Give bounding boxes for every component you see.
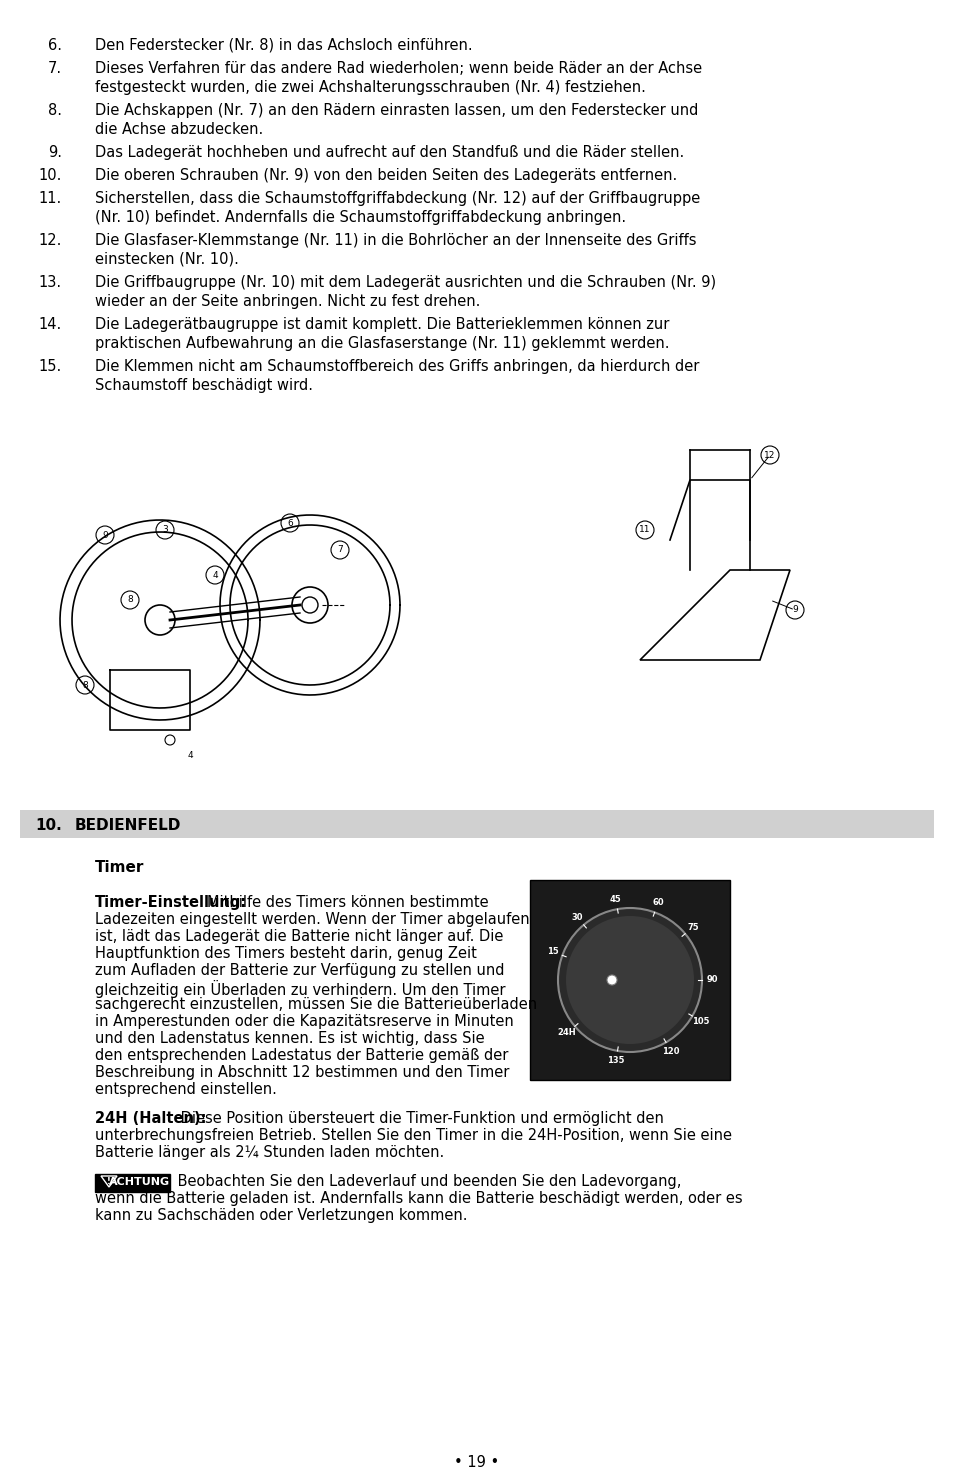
Text: Die Ladegerätbaugruppe ist damit komplett. Die Batterieklemmen können zur: Die Ladegerätbaugruppe ist damit komplet… bbox=[95, 317, 669, 332]
Text: 120: 120 bbox=[661, 1047, 679, 1056]
Circle shape bbox=[156, 521, 173, 538]
Text: 9.: 9. bbox=[48, 145, 62, 159]
Text: unterbrechungsfreien Betrieb. Stellen Sie den Timer in die 24H-Position, wenn Si: unterbrechungsfreien Betrieb. Stellen Si… bbox=[95, 1128, 731, 1143]
Text: und den Ladenstatus kennen. Es ist wichtig, dass Sie: und den Ladenstatus kennen. Es ist wicht… bbox=[95, 1031, 484, 1046]
Text: 9: 9 bbox=[791, 606, 797, 615]
Text: ACHTUNG: ACHTUNG bbox=[110, 1177, 171, 1187]
Circle shape bbox=[565, 916, 693, 1044]
Text: Die oberen Schrauben (Nr. 9) von den beiden Seiten des Ladegeräts entfernen.: Die oberen Schrauben (Nr. 9) von den bei… bbox=[95, 168, 677, 183]
Bar bbox=[20, 810, 933, 838]
Circle shape bbox=[558, 909, 701, 1052]
Circle shape bbox=[96, 527, 113, 544]
Text: 90: 90 bbox=[705, 975, 717, 984]
Text: in Amperestunden oder die Kapazitätsreserve in Minuten: in Amperestunden oder die Kapazitätsrese… bbox=[95, 1013, 514, 1030]
Bar bbox=[95, 1174, 170, 1192]
Polygon shape bbox=[639, 569, 789, 659]
Text: 105: 105 bbox=[692, 1016, 709, 1025]
Text: 30: 30 bbox=[571, 913, 582, 922]
Text: 10.: 10. bbox=[35, 819, 62, 833]
Text: Beobachten Sie den Ladeverlauf und beenden Sie den Ladevorgang,: Beobachten Sie den Ladeverlauf und beend… bbox=[172, 1174, 680, 1189]
Text: die Achse abzudecken.: die Achse abzudecken. bbox=[95, 122, 263, 137]
Text: 8: 8 bbox=[127, 596, 132, 605]
Circle shape bbox=[636, 521, 654, 538]
Text: !: ! bbox=[107, 1177, 111, 1186]
Text: 75: 75 bbox=[686, 923, 698, 932]
Text: 12.: 12. bbox=[38, 233, 62, 248]
Text: 11: 11 bbox=[639, 525, 650, 534]
Text: 9: 9 bbox=[102, 531, 108, 540]
Text: • 19 •: • 19 • bbox=[454, 1454, 499, 1471]
Text: festgesteckt wurden, die zwei Achshalterungsschrauben (Nr. 4) festziehen.: festgesteckt wurden, die zwei Achshalter… bbox=[95, 80, 645, 94]
Text: Hauptfunktion des Timers besteht darin, genug Zeit: Hauptfunktion des Timers besteht darin, … bbox=[95, 945, 477, 962]
Text: wenn die Batterie geladen ist. Andernfalls kann die Batterie beschädigt werden, : wenn die Batterie geladen ist. Andernfal… bbox=[95, 1190, 741, 1207]
Text: kann zu Sachschäden oder Verletzungen kommen.: kann zu Sachschäden oder Verletzungen ko… bbox=[95, 1208, 467, 1223]
Text: einstecken (Nr. 10).: einstecken (Nr. 10). bbox=[95, 252, 238, 267]
Text: 8: 8 bbox=[82, 680, 88, 689]
Text: Timer: Timer bbox=[95, 860, 144, 875]
Text: BEDIENFELD: BEDIENFELD bbox=[75, 819, 181, 833]
Text: Die Griffbaugruppe (Nr. 10) mit dem Ladegerät ausrichten und die Schrauben (Nr. : Die Griffbaugruppe (Nr. 10) mit dem Lade… bbox=[95, 274, 716, 291]
Text: Batterie länger als 2¼ Stunden laden möchten.: Batterie länger als 2¼ Stunden laden möc… bbox=[95, 1145, 444, 1159]
Text: entsprechend einstellen.: entsprechend einstellen. bbox=[95, 1083, 276, 1097]
Text: 7: 7 bbox=[336, 546, 342, 555]
Text: 15.: 15. bbox=[39, 358, 62, 375]
Text: Die Achskappen (Nr. 7) an den Rädern einrasten lassen, um den Federstecker und: Die Achskappen (Nr. 7) an den Rädern ein… bbox=[95, 103, 698, 118]
Circle shape bbox=[785, 600, 803, 620]
Text: 4: 4 bbox=[212, 571, 217, 580]
Text: den entsprechenden Ladestatus der Batterie gemäß der: den entsprechenden Ladestatus der Batter… bbox=[95, 1049, 508, 1063]
Text: Dieses Verfahren für das andere Rad wiederholen; wenn beide Räder an der Achse: Dieses Verfahren für das andere Rad wied… bbox=[95, 60, 701, 77]
Circle shape bbox=[165, 735, 174, 745]
Text: Timer-Einstellung:: Timer-Einstellung: bbox=[95, 895, 247, 910]
Text: 10.: 10. bbox=[38, 168, 62, 183]
Text: Ladezeiten eingestellt werden. Wenn der Timer abgelaufen: Ladezeiten eingestellt werden. Wenn der … bbox=[95, 912, 529, 926]
Text: 45: 45 bbox=[609, 895, 621, 904]
Text: 14.: 14. bbox=[39, 317, 62, 332]
Circle shape bbox=[281, 513, 298, 532]
Text: 8.: 8. bbox=[48, 103, 62, 118]
Text: 12: 12 bbox=[763, 450, 775, 460]
Text: zum Aufladen der Batterie zur Verfügung zu stellen und: zum Aufladen der Batterie zur Verfügung … bbox=[95, 963, 504, 978]
Text: praktischen Aufbewahrung an die Glasfaserstange (Nr. 11) geklemmt werden.: praktischen Aufbewahrung an die Glasfase… bbox=[95, 336, 669, 351]
Text: sachgerecht einzustellen, müssen Sie die Batterieüberladen: sachgerecht einzustellen, müssen Sie die… bbox=[95, 997, 537, 1012]
Text: Schaumstoff beschädigt wird.: Schaumstoff beschädigt wird. bbox=[95, 378, 313, 392]
Text: Mithilfe des Timers können bestimmte: Mithilfe des Timers können bestimmte bbox=[207, 895, 488, 910]
Text: 3: 3 bbox=[162, 525, 168, 534]
Text: 60: 60 bbox=[652, 898, 663, 907]
Text: Den Federstecker (Nr. 8) in das Achsloch einführen.: Den Federstecker (Nr. 8) in das Achsloch… bbox=[95, 38, 472, 53]
Text: 135: 135 bbox=[606, 1056, 624, 1065]
Text: 15: 15 bbox=[546, 947, 558, 956]
Text: 6.: 6. bbox=[48, 38, 62, 53]
Text: 7.: 7. bbox=[48, 60, 62, 77]
Text: 4: 4 bbox=[187, 751, 193, 760]
Text: Diese Position übersteuert die Timer-Funktion und ermöglicht den: Diese Position übersteuert die Timer-Fun… bbox=[175, 1111, 662, 1125]
Text: Die Glasfaser-Klemmstange (Nr. 11) in die Bohrlöcher an der Innenseite des Griff: Die Glasfaser-Klemmstange (Nr. 11) in di… bbox=[95, 233, 696, 248]
Text: 13.: 13. bbox=[39, 274, 62, 291]
Circle shape bbox=[331, 541, 349, 559]
Text: (Nr. 10) befindet. Andernfalls die Schaumstoffgriffabdeckung anbringen.: (Nr. 10) befindet. Andernfalls die Schau… bbox=[95, 209, 625, 226]
Circle shape bbox=[76, 676, 94, 695]
Text: 24H (Halten):: 24H (Halten): bbox=[95, 1111, 206, 1125]
Text: 24H: 24H bbox=[558, 1028, 576, 1037]
Circle shape bbox=[760, 445, 779, 465]
Circle shape bbox=[206, 566, 224, 584]
Bar bbox=[530, 881, 729, 1080]
Text: ist, lädt das Ladegerät die Batterie nicht länger auf. Die: ist, lädt das Ladegerät die Batterie nic… bbox=[95, 929, 503, 944]
Text: 11.: 11. bbox=[39, 190, 62, 207]
Circle shape bbox=[121, 591, 139, 609]
Circle shape bbox=[606, 975, 617, 985]
Text: Beschreibung in Abschnitt 12 bestimmen und den Timer: Beschreibung in Abschnitt 12 bestimmen u… bbox=[95, 1065, 509, 1080]
Text: gleichzeitig ein Überladen zu verhindern. Um den Timer: gleichzeitig ein Überladen zu verhindern… bbox=[95, 979, 505, 999]
Text: wieder an der Seite anbringen. Nicht zu fest drehen.: wieder an der Seite anbringen. Nicht zu … bbox=[95, 294, 480, 308]
Text: Die Klemmen nicht am Schaumstoffbereich des Griffs anbringen, da hierdurch der: Die Klemmen nicht am Schaumstoffbereich … bbox=[95, 358, 699, 375]
Text: Sicherstellen, dass die Schaumstoffgriffabdeckung (Nr. 12) auf der Griffbaugrupp: Sicherstellen, dass die Schaumstoffgriff… bbox=[95, 190, 700, 207]
Text: Das Ladegerät hochheben und aufrecht auf den Standfuß und die Räder stellen.: Das Ladegerät hochheben und aufrecht auf… bbox=[95, 145, 683, 159]
Text: 6: 6 bbox=[287, 519, 293, 528]
